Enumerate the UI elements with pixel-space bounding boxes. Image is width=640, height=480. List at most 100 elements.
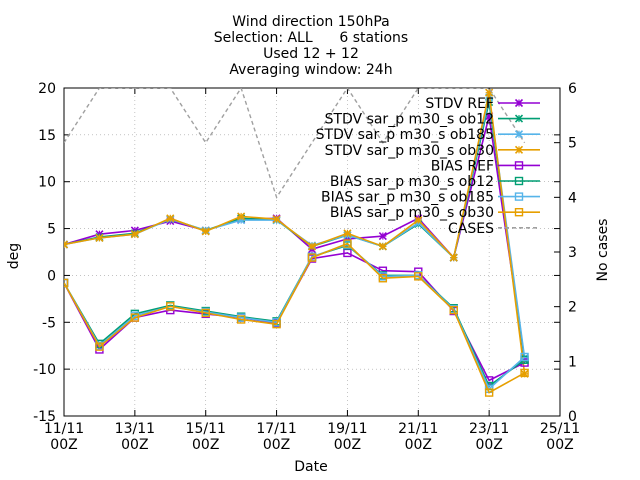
axes: -15-10-505101520012345611/1100Z13/1100Z1… — [33, 81, 580, 453]
y2-tick-label: 2 — [568, 300, 577, 316]
y2-tick-label: 6 — [568, 81, 577, 97]
title-line-1: Wind direction 150hPa — [232, 14, 389, 30]
data-point — [449, 305, 458, 315]
legend-entry: BIAS sar_p m30_s ob185 — [321, 190, 540, 206]
x-tick-label-date: 23/11 — [469, 421, 509, 437]
data-point — [378, 274, 388, 283]
legend-marker — [514, 98, 524, 108]
series-line — [64, 92, 526, 374]
legend-label: STDV sar_p m30_s ob12 — [325, 112, 494, 128]
title-line-2: Selection: ALL 6 stations — [214, 30, 408, 46]
y2-axis-label: No cases — [595, 219, 611, 282]
data-point — [236, 315, 246, 324]
legend-label: STDV sar_p m30_s ob185 — [316, 127, 494, 143]
y-tick-label: 15 — [38, 128, 56, 144]
data-point — [64, 240, 69, 249]
x-tick-label-time: 00Z — [121, 437, 148, 453]
title-line-4: Averaging window: 24h — [229, 62, 392, 78]
x-tick-label-date: 11/11 — [44, 421, 84, 437]
data-point — [484, 388, 494, 397]
legend-marker — [514, 145, 524, 154]
legend-entry: BIAS REF — [431, 158, 540, 174]
grid — [64, 88, 560, 416]
data-point — [414, 272, 423, 281]
data-point — [64, 278, 69, 288]
data-point — [307, 242, 317, 251]
x-tick-label-time: 00Z — [192, 437, 219, 453]
series-8 — [64, 88, 526, 199]
legend-label: STDV REF — [425, 96, 494, 112]
x-axis-label: Date — [294, 459, 327, 475]
y-axis-label: deg — [6, 243, 22, 269]
data-point — [343, 239, 352, 248]
data-point — [449, 253, 458, 262]
y2-tick-label: 3 — [568, 245, 577, 261]
y-tick-label: 10 — [38, 175, 56, 191]
y2-tick-label: 5 — [568, 136, 577, 152]
legend-marker — [514, 161, 524, 170]
y2-tick-label: 4 — [568, 190, 577, 206]
data-point — [237, 212, 246, 221]
series — [64, 88, 529, 397]
x-tick-label-date: 17/11 — [256, 421, 296, 437]
series-3 — [64, 88, 529, 378]
x-tick-label-time: 00Z — [263, 437, 290, 453]
legend-marker — [514, 130, 524, 139]
x-tick-label-date: 25/11 — [540, 421, 580, 437]
data-point — [272, 215, 281, 224]
y-tick-label: -15 — [33, 409, 56, 425]
y-tick-label: 0 — [47, 268, 56, 284]
data-point — [343, 229, 352, 238]
data-point — [307, 253, 317, 262]
legend-label: BIAS sar_p m30_s ob30 — [330, 205, 494, 221]
legend-entry: BIAS sar_p m30_s ob30 — [330, 205, 540, 221]
legend-marker — [514, 207, 524, 217]
y-tick-label: -10 — [33, 362, 56, 378]
legend-label: BIAS sar_p m30_s ob12 — [330, 174, 494, 190]
data-point — [95, 342, 104, 351]
y-tick-label: -5 — [42, 315, 56, 331]
data-point — [272, 319, 281, 329]
legend-marker — [514, 192, 524, 201]
legend-label: BIAS REF — [431, 158, 494, 174]
legend-entry: BIAS sar_p m30_s ob12 — [330, 174, 540, 190]
data-point — [166, 302, 175, 311]
x-tick-label-date: 15/11 — [186, 421, 226, 437]
series-7 — [64, 239, 529, 397]
series-line — [64, 243, 526, 391]
data-point — [130, 313, 140, 322]
y-tick-label: 20 — [38, 81, 56, 97]
data-point — [130, 230, 139, 239]
legend-entry: STDV sar_p m30_s ob12 — [325, 112, 540, 128]
legend-marker — [514, 114, 524, 123]
data-point — [201, 227, 210, 236]
y2-tick-label: 1 — [568, 354, 577, 370]
series-5 — [64, 241, 529, 391]
series-line — [64, 88, 526, 199]
title-line-3: Used 12 + 12 — [263, 46, 359, 62]
y2-tick-label: 0 — [568, 409, 577, 425]
x-tick-label-date: 13/11 — [115, 421, 155, 437]
x-tick-label-time: 00Z — [334, 437, 361, 453]
legend-label: STDV sar_p m30_s ob30 — [325, 143, 494, 159]
legend-label: CASES — [448, 221, 494, 237]
data-point — [378, 232, 387, 241]
y-tick-label: 5 — [47, 222, 56, 238]
legend-marker — [514, 176, 524, 186]
x-tick-label-time: 00Z — [50, 437, 77, 453]
legend-label: BIAS sar_p m30_s ob185 — [321, 190, 494, 206]
legend-entry: STDV sar_p m30_s ob30 — [325, 143, 540, 159]
data-point — [414, 216, 423, 225]
x-tick-label-date: 19/11 — [327, 421, 367, 437]
chart-title: Wind direction 150hPa Selection: ALL 6 s… — [214, 14, 408, 78]
x-tick-label-time: 00Z — [546, 437, 573, 453]
data-point — [520, 368, 529, 378]
series-line — [64, 242, 525, 394]
data-point — [378, 242, 387, 251]
data-point — [201, 308, 210, 318]
legend-entry: STDV sar_p m30_s ob185 — [316, 127, 540, 143]
legend-entry: CASES — [448, 221, 540, 237]
x-tick-label-time: 00Z — [475, 437, 502, 453]
